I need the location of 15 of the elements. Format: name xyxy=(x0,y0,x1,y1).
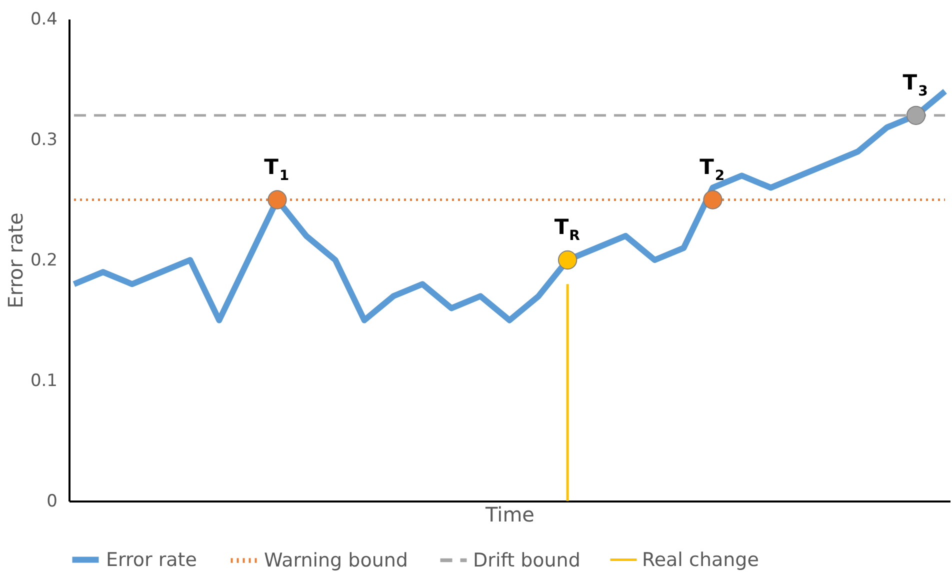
legend-label: Real change xyxy=(642,548,759,571)
point xyxy=(558,250,578,270)
y-tick-label: 0 xyxy=(46,492,58,512)
y-tick-label: 0.4 xyxy=(30,10,58,30)
y-tick-label: 0.2 xyxy=(30,250,58,270)
legend-label: Drift bound xyxy=(473,549,580,572)
point xyxy=(703,190,722,210)
legend-label: Warning bound xyxy=(264,550,408,572)
point xyxy=(268,190,287,210)
x-axis-title: Time xyxy=(484,502,534,526)
y-tick-label: 0.1 xyxy=(30,371,58,391)
y-tick-label: 0.3 xyxy=(30,130,58,150)
y-axis-title: Error rate xyxy=(3,212,28,308)
legend-label: Error rate xyxy=(106,548,197,571)
point xyxy=(906,106,926,125)
